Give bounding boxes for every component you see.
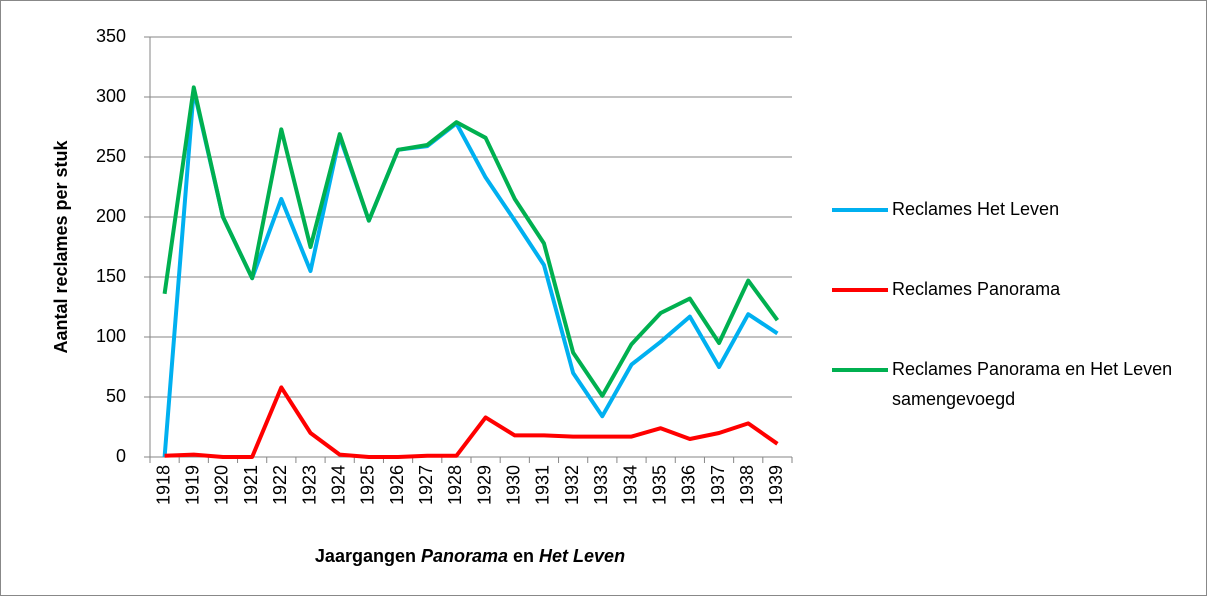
legend-label: Reclames Panorama — [892, 279, 1061, 299]
x-tick-label: 1931 — [533, 465, 553, 505]
y-tick-label: 0 — [116, 446, 126, 466]
y-tick-label: 350 — [96, 26, 126, 46]
x-tick-label: 1934 — [620, 465, 640, 505]
x-tick-label: 1920 — [212, 465, 232, 505]
y-tick-label: 100 — [96, 326, 126, 346]
x-axis-title: Jaargangen Panorama en Het Leven — [315, 546, 625, 566]
y-axis-title: Aantal reclames per stuk — [51, 139, 71, 353]
y-tick-label: 150 — [96, 266, 126, 286]
series-line — [162, 87, 779, 458]
y-tick-label: 300 — [96, 86, 126, 106]
x-axis-title-part: Jaargangen — [315, 546, 416, 566]
x-tick-label: 1933 — [591, 465, 611, 505]
x-axis-title-part: en — [513, 546, 534, 566]
y-tick-label: 200 — [96, 206, 126, 226]
y-tick-label: 250 — [96, 146, 126, 166]
x-tick-label: 1938 — [737, 465, 757, 505]
x-tick-label: 1930 — [504, 465, 524, 505]
x-tick-label: 1925 — [358, 465, 378, 505]
x-tick-label: 1918 — [153, 465, 173, 505]
x-tick-label: 1935 — [649, 465, 669, 505]
x-tick-label: 1927 — [416, 465, 436, 505]
x-axis-title-part: Het Leven — [539, 546, 625, 566]
x-tick-label: 1926 — [387, 465, 407, 505]
x-axis-title-part: Panorama — [421, 546, 508, 566]
x-tick-label: 1939 — [766, 465, 786, 505]
series-line — [164, 385, 779, 459]
x-tick-label: 1937 — [708, 465, 728, 505]
x-tick-label: 1921 — [241, 465, 261, 505]
x-tick-label: 1936 — [679, 465, 699, 505]
x-tick-label: 1923 — [299, 465, 319, 505]
x-tick-label: 1928 — [445, 465, 465, 505]
x-tick-label: 1919 — [183, 465, 203, 505]
x-tick-label: 1932 — [562, 465, 582, 505]
legend-label: Reclames Het Leven — [892, 199, 1059, 219]
legend-label: Reclames Panorama en Het Leven samengevoe… — [892, 359, 1172, 409]
x-tick-label: 1929 — [474, 465, 494, 505]
y-tick-label: 50 — [106, 386, 126, 406]
series-line — [162, 85, 780, 398]
x-tick-label: 1922 — [270, 465, 290, 505]
x-tick-label: 1924 — [328, 465, 348, 505]
